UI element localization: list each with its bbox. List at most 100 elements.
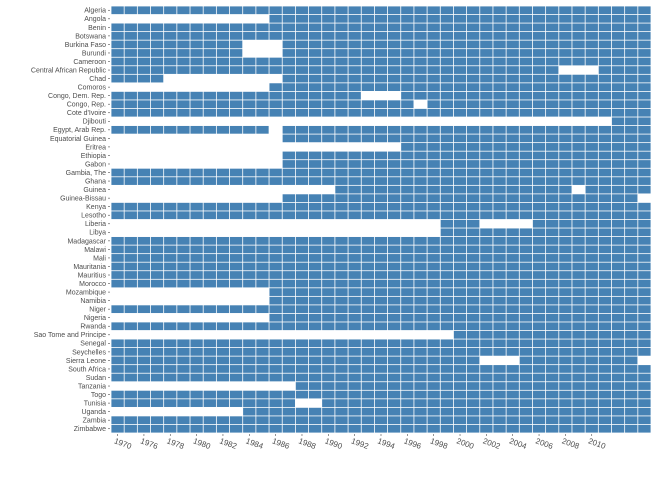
cell-algeria-2001: [519, 6, 533, 15]
cell-ghana-1980: [243, 177, 256, 185]
cell-niger-1976: [190, 305, 203, 314]
y-label-mali: Mali: [93, 255, 106, 262]
cell-togo-1991: [387, 390, 401, 399]
cell-guinea-bissau-1992: [401, 194, 414, 203]
cell-tunisia-1983: [282, 399, 295, 407]
cell-benin-2009: [625, 23, 638, 32]
cell-comoros-1996: [453, 83, 467, 91]
cell-sierra-leone-1982: [269, 356, 282, 365]
cell-angola-1993: [414, 14, 427, 23]
cell-madagascar-1974: [164, 236, 177, 245]
cell-seychelles-1997: [467, 348, 480, 356]
y-label-congo-dem-rep: Congo, Dem. Rep.: [48, 93, 106, 100]
cell-malawi-2002: [532, 245, 546, 254]
cell-congo-rep-2005: [572, 100, 585, 109]
cell-cote-d-ivoire-1981: [256, 108, 269, 117]
cell-senegal-1978: [216, 339, 230, 348]
cell-gabon-2001: [519, 160, 533, 168]
cell-togo-1996: [453, 390, 467, 399]
cell-gabon-1998: [480, 160, 493, 168]
cell-mali-1998: [480, 254, 493, 262]
cell-congo-dem-rep-1995: [440, 91, 454, 100]
cell-burkina-faso-2009: [625, 40, 638, 49]
cell-angola-1994: [427, 14, 440, 23]
cell-lesotho-1996: [453, 211, 467, 220]
cell-zimbabwe-1984: [295, 424, 309, 433]
cell-cameroon-2003: [546, 57, 559, 66]
cell-rwanda-1974: [164, 322, 177, 331]
cell-morocco-2004: [559, 279, 572, 288]
cell-cote-d-ivoire-1995: [440, 108, 454, 117]
cell-mauritius-2006: [585, 271, 598, 279]
cell-egypt-arab-rep-1970: [111, 125, 124, 134]
cell-kenya-1988: [348, 202, 361, 211]
cell-central-african-republic-1984: [295, 66, 309, 74]
cell-sudan-1994: [427, 373, 440, 382]
cell-botswana-1975: [177, 32, 190, 40]
cell-zambia-2008: [611, 416, 625, 425]
cell-algeria-1989: [361, 6, 375, 15]
cell-rwanda-2007: [598, 322, 612, 331]
x-label-2004: 2004: [508, 436, 528, 451]
cell-benin-1971: [124, 23, 137, 32]
cell-madagascar-1995: [440, 236, 454, 245]
cell-nigeria-1995: [440, 313, 454, 322]
cell-seychelles-1970: [111, 348, 124, 356]
cell-nigeria-1982: [269, 313, 282, 322]
y-label-sierra-leone: Sierra Leone: [66, 358, 106, 365]
cell-cameroon-1985: [308, 57, 322, 66]
cell-benin-1972: [137, 23, 151, 32]
cell-guinea-bissau-2005: [572, 194, 585, 203]
cell-algeria-1990: [374, 6, 388, 15]
cell-gambia-the-1984: [295, 168, 309, 177]
cell-gambia-the-1987: [335, 168, 348, 177]
cell-mauritania-1993: [414, 262, 427, 271]
cell-zimbabwe-2004: [559, 424, 572, 433]
cell-mozambique-1990: [374, 288, 388, 296]
cell-uganda-2009: [625, 407, 638, 416]
cell-niger-1988: [348, 305, 361, 314]
cell-chad-1986: [322, 74, 335, 83]
cell-gambia-the-1986: [322, 168, 335, 177]
cell-ghana-1994: [427, 177, 440, 185]
cell-congo-rep-1990: [374, 100, 388, 109]
cell-benin-2006: [585, 23, 598, 32]
cell-guinea-1995: [440, 185, 454, 194]
cell-burundi-1991: [387, 49, 401, 57]
cell-zimbabwe-2002: [532, 424, 546, 433]
cell-zimbabwe-2003: [546, 424, 559, 433]
cell-burkina-faso-2000: [506, 40, 519, 49]
cell-mali-1989: [361, 254, 375, 262]
cell-ethiopia-1987: [335, 151, 348, 160]
cell-mauritania-2008: [611, 262, 625, 271]
cell-mauritius-2010: [638, 271, 651, 279]
cell-equatorial-guinea-1986: [322, 134, 335, 143]
cell-south-africa-1973: [150, 365, 164, 373]
cell-guinea-1996: [453, 185, 467, 194]
cell-guinea-2004: [559, 185, 572, 194]
cell-togo-1971: [124, 390, 137, 399]
cell-madagascar-2010: [638, 236, 651, 245]
cell-equatorial-guinea-1997: [467, 134, 480, 143]
cell-congo-dem-rep-2002: [532, 91, 546, 100]
cell-malawi-2010: [638, 245, 651, 254]
cell-sudan-2003: [546, 373, 559, 382]
cell-burkina-faso-2008: [611, 40, 625, 49]
cell-algeria-1987: [335, 6, 348, 15]
cell-burkina-faso-1988: [348, 40, 361, 49]
cell-botswana-1997: [467, 32, 480, 40]
cell-south-africa-1979: [229, 365, 243, 373]
cell-zimbabwe-1987: [335, 424, 348, 433]
cell-lesotho-1980: [243, 211, 256, 220]
cell-burkina-faso-2007: [598, 40, 612, 49]
cell-comoros-2003: [546, 83, 559, 91]
cell-malawi-1999: [493, 245, 506, 254]
cell-niger-1996: [453, 305, 467, 314]
cell-mauritania-1980: [243, 262, 256, 271]
cell-libya-2005: [572, 228, 585, 237]
cell-egypt-arab-rep-1984: [295, 125, 309, 134]
cell-chad-1972: [137, 74, 151, 83]
cell-mali-2003: [546, 254, 559, 262]
cell-nigeria-2002: [532, 313, 546, 322]
cell-botswana-2003: [546, 32, 559, 40]
